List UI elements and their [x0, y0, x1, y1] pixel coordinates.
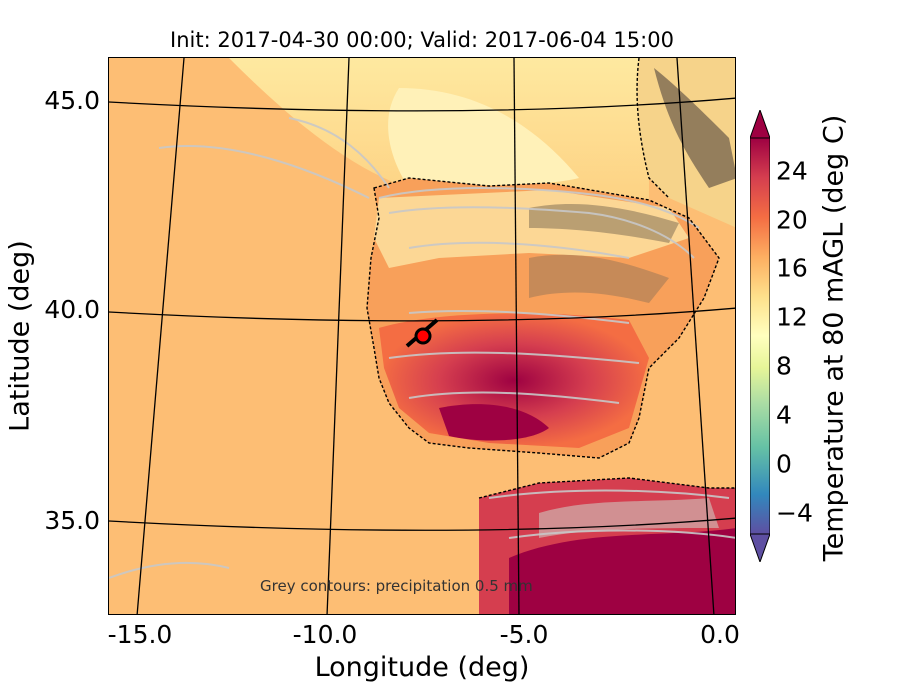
colorbar-tick: 0	[776, 449, 792, 479]
y-tick: 40.0	[44, 295, 100, 324]
y-tick: 35.0	[44, 506, 100, 535]
alps-relief	[654, 68, 735, 188]
colorbar	[750, 110, 770, 562]
lon-line-10	[326, 58, 350, 614]
cantabria-band	[374, 190, 689, 268]
precip-contours	[109, 117, 735, 579]
site-marker	[414, 327, 432, 345]
central-relief	[529, 254, 669, 303]
colorbar-tick: 8	[776, 351, 792, 381]
colorbar-tick: −4	[776, 498, 813, 528]
colorbar-top-arrow	[750, 110, 770, 139]
cool-sea-area	[388, 88, 579, 188]
x-tick: -5.0	[499, 620, 549, 649]
africa-coastline	[478, 477, 735, 499]
colorbar-tick: 12	[776, 302, 808, 332]
x-tick: -15.0	[107, 620, 173, 649]
colorbar-tick: 20	[776, 205, 808, 235]
lon-line-15	[136, 58, 185, 614]
map-panel	[108, 57, 736, 615]
precip-note: Grey contours: precipitation 0.5 mm	[260, 577, 533, 595]
graticule	[109, 58, 735, 614]
africa-hot	[509, 528, 735, 614]
x-axis-label: Longitude (deg)	[314, 652, 530, 683]
colorbar-tick: 24	[776, 156, 808, 186]
x-tick: 0.0	[700, 620, 740, 649]
lat-line-40	[109, 307, 735, 322]
lat-line-35	[109, 517, 735, 532]
x-tick: -10.0	[292, 620, 358, 649]
lat-line-45	[109, 97, 735, 112]
lon-line-0	[676, 58, 715, 614]
france-coastline	[636, 58, 670, 199]
colorbar-tick: 4	[776, 400, 792, 430]
colorbar-gradient	[750, 137, 770, 535]
coastline	[366, 177, 720, 459]
map-svg	[109, 58, 735, 614]
colorbar-label: Temperature at 80 mAGL (deg C)	[818, 114, 850, 562]
plot-title: Init: 2017-04-30 00:00; Valid: 2017-06-0…	[170, 28, 674, 52]
colorbar-bottom-arrow	[750, 533, 770, 562]
hottest-band	[439, 404, 549, 441]
colorbar-tick: 16	[776, 253, 808, 283]
lon-line-5	[513, 58, 520, 614]
y-tick: 45.0	[44, 86, 100, 115]
y-axis-label: Latitude (deg)	[4, 240, 36, 432]
pyrenees-relief	[529, 203, 679, 243]
